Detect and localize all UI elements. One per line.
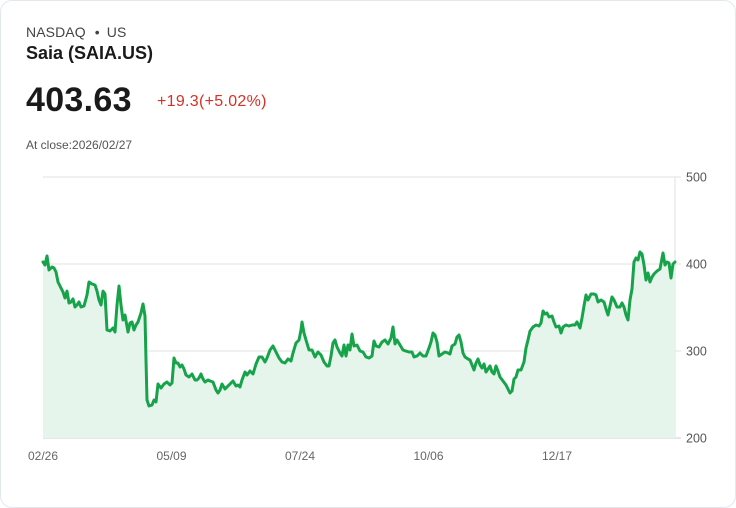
region-label: US bbox=[106, 24, 127, 40]
price-change: +19.3(+5.02%) bbox=[157, 93, 267, 110]
x-tick-label: 02/26 bbox=[28, 449, 58, 463]
x-axis: 02/26 05/09 07/24 10/06 12/17 bbox=[28, 449, 572, 463]
y-tick-label: 200 bbox=[686, 432, 707, 446]
y-tick-label: 300 bbox=[686, 345, 707, 359]
x-tick-label: 10/06 bbox=[413, 449, 443, 463]
x-tick-label: 05/09 bbox=[156, 449, 186, 463]
close-date: At close:2026/02/27 bbox=[26, 138, 133, 152]
separator-dot: • bbox=[94, 24, 100, 40]
exchange-line: NASDAQ • US bbox=[26, 24, 126, 40]
y-axis: 500 400 300 200 bbox=[686, 171, 707, 446]
stock-title: Saia (SAIA.US) bbox=[26, 43, 154, 63]
x-tick-label: 07/24 bbox=[285, 449, 315, 463]
current-price: 403.63 bbox=[26, 81, 132, 119]
price-line[interactable] bbox=[41, 250, 677, 408]
price-area-fill bbox=[43, 252, 675, 438]
x-tick-label: 12/17 bbox=[542, 449, 572, 463]
y-tick-label: 500 bbox=[686, 171, 707, 185]
exchange-name: NASDAQ bbox=[26, 24, 86, 40]
y-tick-label: 400 bbox=[686, 258, 707, 272]
